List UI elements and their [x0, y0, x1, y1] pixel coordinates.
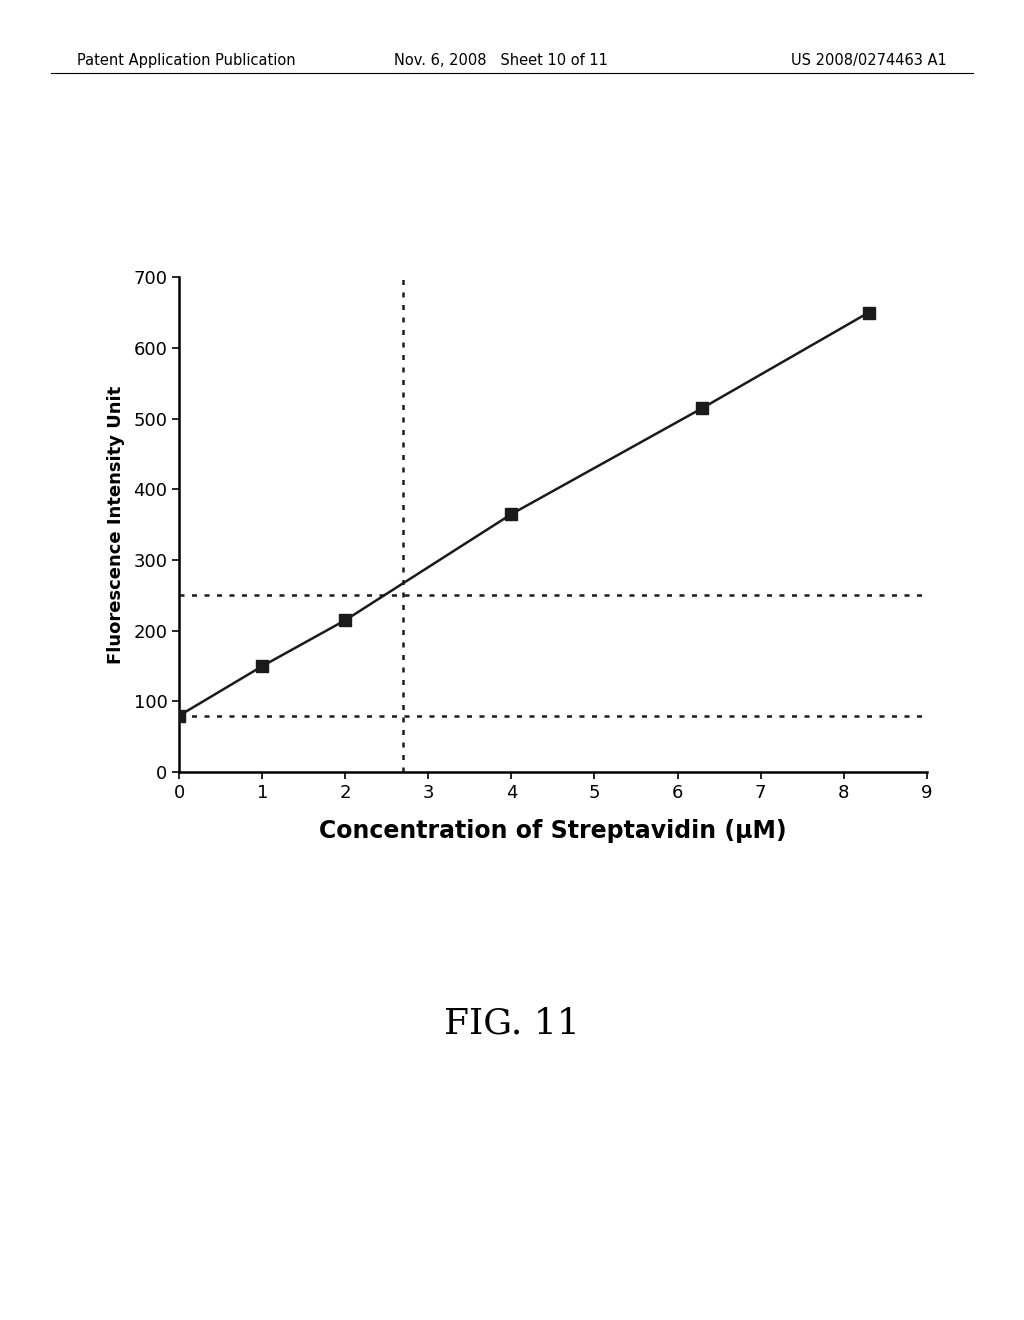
Y-axis label: Fluorescence Intensity Unit: Fluorescence Intensity Unit: [108, 385, 125, 664]
Text: US 2008/0274463 A1: US 2008/0274463 A1: [792, 53, 947, 67]
Text: Nov. 6, 2008   Sheet 10 of 11: Nov. 6, 2008 Sheet 10 of 11: [394, 53, 608, 67]
Text: FIG. 11: FIG. 11: [444, 1006, 580, 1040]
X-axis label: Concentration of Streptavidin (μM): Concentration of Streptavidin (μM): [319, 818, 786, 842]
Text: Patent Application Publication: Patent Application Publication: [77, 53, 296, 67]
